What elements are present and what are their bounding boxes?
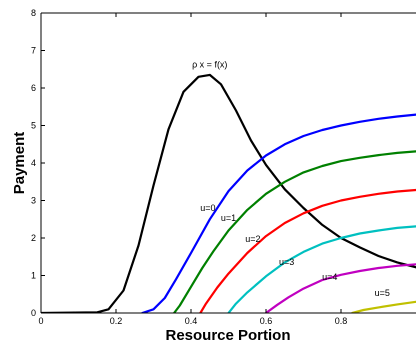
x-tick-label: 0.4 <box>185 316 198 326</box>
series-line-0 <box>41 73 416 313</box>
y-tick-label: 0 <box>31 308 36 318</box>
axis-ticks <box>40 12 342 314</box>
curve-annotations: ρ x = f(x) u=0 u=1 u=2 u=3 u=4 u=5 <box>192 59 390 298</box>
curve-annotation: u=5 <box>375 288 390 298</box>
curve-annotation: u=4 <box>322 272 337 282</box>
y-tick-label: 6 <box>31 83 36 93</box>
series-line-5 <box>264 263 416 313</box>
series-line-6 <box>351 300 416 313</box>
x-tick-label: 0.8 <box>335 316 348 326</box>
curve-annotation: u=0 <box>200 203 215 213</box>
x-axis-label: Resource Portion <box>165 327 290 344</box>
y-tick-label: 8 <box>31 8 36 18</box>
y-tick-label: 4 <box>31 158 36 168</box>
series-line-2 <box>173 150 416 313</box>
series-line-4 <box>227 225 416 313</box>
y-tick-label: 7 <box>31 46 36 56</box>
y-axis-label: Payment <box>11 132 28 195</box>
series-line-1 <box>141 113 416 313</box>
y-tick-label: 3 <box>31 196 36 206</box>
plot-background <box>41 13 416 313</box>
x-tick-label: 0.2 <box>110 316 123 326</box>
y-tick-label: 5 <box>31 121 36 131</box>
curve-annotation: ρ x = f(x) <box>192 59 227 69</box>
tick-labels: 0 0.2 0.4 0.6 0.8 0 1 2 3 4 5 6 7 8 <box>31 8 347 326</box>
x-tick-label: 0.6 <box>260 316 273 326</box>
curve-annotation: u=1 <box>221 213 236 223</box>
curve-annotation: u=2 <box>245 234 260 244</box>
y-tick-label: 1 <box>31 271 36 281</box>
curve-annotation: u=3 <box>279 257 294 267</box>
plot-lines <box>41 73 416 313</box>
x-tick-label: 0 <box>38 316 43 326</box>
y-tick-label: 2 <box>31 233 36 243</box>
series-line-3 <box>199 188 416 313</box>
